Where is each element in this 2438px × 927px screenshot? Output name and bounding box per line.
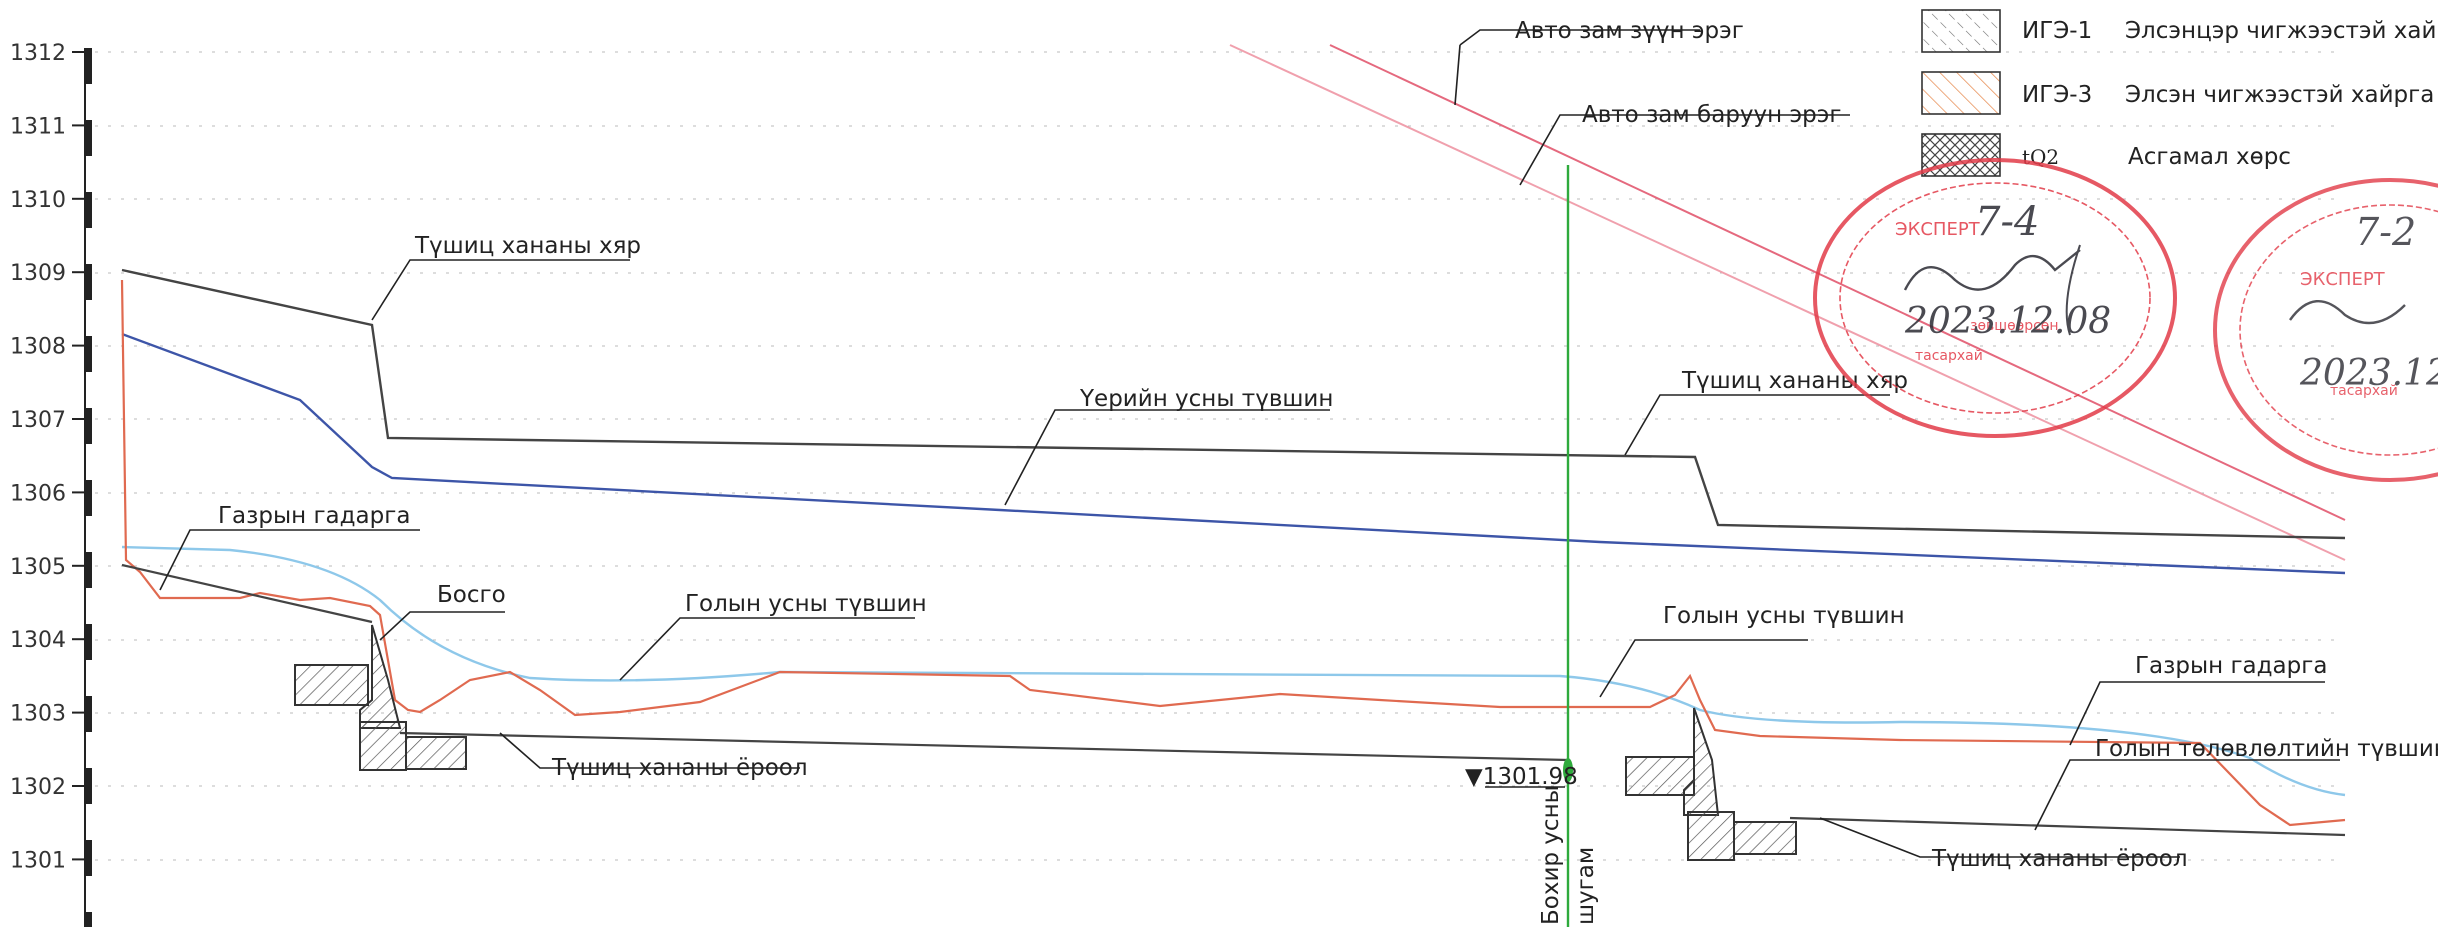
y-tick-label: 1308 xyxy=(10,335,66,360)
road-right-edge-line xyxy=(1229,44,2346,561)
label-ground-surface-right: Газрын гадарга xyxy=(2135,653,2327,679)
y-tick-label: 1306 xyxy=(10,481,66,506)
label-flood-level: Үерийн усны түвшин xyxy=(1079,386,1333,412)
label-wall-bottom-right: Түшиц хананы ёроол xyxy=(1931,846,2188,872)
label-wall-top-left: Түшиц хананы хяр xyxy=(414,233,641,259)
approval-stamp-2: ЭКСПЕРТ тасархай 7-2 2023.12 xyxy=(2213,178,2438,482)
retaining-wall-right xyxy=(1625,707,1797,861)
svg-text:зөвшөөрсөн: зөвшөөрсөн xyxy=(1970,318,2059,334)
label-threshold: Босго xyxy=(437,582,506,608)
label-sewer-line-1: Бохир усны xyxy=(1538,785,1564,925)
sewer-line xyxy=(1563,165,1573,927)
y-tick-label: 1305 xyxy=(10,555,66,580)
terrain-slope-line xyxy=(121,563,373,624)
label-river-level-left: Голын усны түвшин xyxy=(685,591,927,617)
approval-stamp-1: ЭКСПЕРТ зөвшөөрсөн тасархай 7-4 2023.12.… xyxy=(1813,158,2177,438)
legend-desc-ige3: Элсэн чигжээстэй хайрга xyxy=(2125,82,2434,108)
legend-item-ige1: ИГЭ-1 Элсэнцэр чигжээстэй хайр xyxy=(1921,9,2438,53)
label-ground-surface-left: Газрын гадарга xyxy=(218,503,410,529)
flood-level-line xyxy=(121,332,2346,575)
svg-text:ЭКСПЕРТ: ЭКСПЕРТ xyxy=(2300,269,2386,290)
legend-desc-tq2: Асгамал хөрс xyxy=(2128,144,2291,170)
leader-lines xyxy=(159,29,2340,858)
wall-top-line xyxy=(121,268,2346,540)
y-tick-label: 1304 xyxy=(10,628,66,653)
stamp2-number: 7-2 xyxy=(2355,210,2416,254)
ground-surface-line xyxy=(120,279,2346,827)
y-axis: 1312 1311 1310 1309 1308 1307 1306 1305 1304 1303… xyxy=(10,41,92,927)
y-tick-label: 1301 xyxy=(10,848,66,873)
legend-item-tq2: tQ2 Асгамал хөрс xyxy=(1921,133,2291,177)
legend: ИГЭ-1 Элсэнцэр чигжээстэй хайр ИГЭ-3 Элс… xyxy=(1921,9,2438,177)
legend-code-ige3: ИГЭ-3 xyxy=(2022,82,2092,108)
road-edge-lines xyxy=(1229,44,2346,561)
y-tick-label: 1302 xyxy=(10,775,66,800)
label-river-level-right: Голын усны түвшин xyxy=(1663,603,1905,629)
y-tick-label: 1310 xyxy=(10,188,66,213)
stamp1-number: 7-4 xyxy=(1975,199,2039,245)
legend-item-ige3: ИГЭ-3 Элсэн чигжээстэй хайрга xyxy=(1921,71,2434,115)
label-wall-bottom-left: Түшиц хананы ёроол xyxy=(551,755,808,781)
stamp1-date: 2023.12.08 xyxy=(1904,301,2111,342)
legend-desc-ige1: Элсэнцэр чигжээстэй хайр xyxy=(2125,18,2438,44)
label-road-right-edge: Авто зам баруун эрэг xyxy=(1582,102,1841,128)
label-road-left-edge: Авто зам зүүн эрэг xyxy=(1515,18,1744,44)
svg-text:ЭКСПЕРТ: ЭКСПЕРТ xyxy=(1895,219,1981,240)
wall-bottom-line-left xyxy=(399,731,1569,762)
y-tick-label: 1307 xyxy=(10,408,66,433)
y-tick-label: 1303 xyxy=(10,702,66,727)
svg-text:тасархай: тасархай xyxy=(2330,383,2398,399)
label-river-bed-plan: Голын төлөвлөлтийн түвшин xyxy=(2095,736,2438,762)
label-wall-top-right: Түшиц хананы хяр xyxy=(1681,368,1908,394)
y-tick-label: 1311 xyxy=(10,114,66,139)
retaining-wall-left xyxy=(294,624,467,771)
y-tick-label: 1312 xyxy=(10,41,66,66)
wall-bottom-line-right xyxy=(1789,816,2346,837)
y-axis-tick-labels: 1312 1311 1310 1309 1308 1307 1306 1305 1304 1303… xyxy=(10,41,84,873)
y-tick-label: 1309 xyxy=(10,261,66,286)
diagram-labels: Авто зам зүүн эрэг Авто зам баруун эрэг … xyxy=(218,18,2438,925)
river-level-line xyxy=(121,545,2346,797)
label-sewer-line-2: шугам xyxy=(1573,847,1599,925)
svg-text:тасархай: тасархай xyxy=(1915,348,1983,364)
stamp2-date: 2023.12 xyxy=(2299,353,2438,394)
road-left-edge-line xyxy=(1329,44,2346,521)
legend-code-ige1: ИГЭ-1 xyxy=(2022,18,2092,44)
legend-swatch-ige3 xyxy=(1921,71,2001,115)
legend-swatch-ige1 xyxy=(1921,9,2001,53)
label-sewer-elevation: ▼1301.98 xyxy=(1465,764,1578,790)
